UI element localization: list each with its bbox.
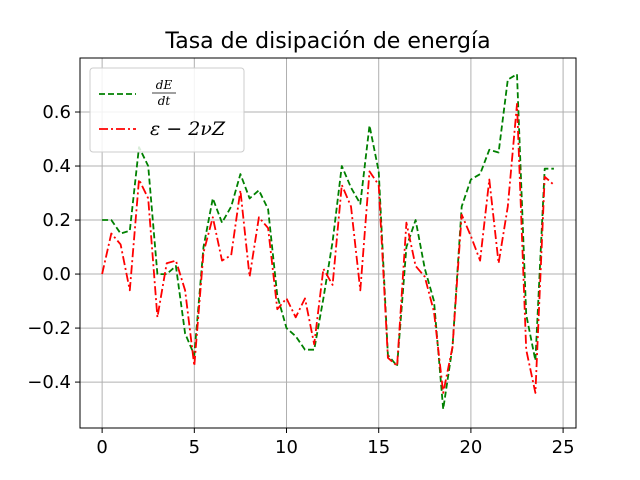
x-tick-label: 20 xyxy=(459,437,482,458)
y-tick-label: 0.4 xyxy=(42,156,71,177)
y-tick-label: 0.6 xyxy=(42,102,71,123)
y-tick-label: 0.2 xyxy=(42,210,71,231)
x-tick-label: 15 xyxy=(367,437,390,458)
x-tick-label: 25 xyxy=(552,437,575,458)
legend-label-epsilon: ε − 2νZ xyxy=(150,118,226,140)
legend: dE dt ε − 2νZ xyxy=(89,67,245,153)
x-tick-label: 10 xyxy=(275,437,298,458)
ticks: 0 5 10 15 20 25 −0.4 −0.2 0.0 0.2 0.4 0.6 xyxy=(27,102,574,458)
plot-frame xyxy=(79,57,577,429)
legend-label-de-dt-denominator: dt xyxy=(158,94,171,108)
y-tick-label: 0.0 xyxy=(42,264,71,285)
chart-title: Tasa de disipación de energía xyxy=(164,29,490,54)
legend-label-de-dt-numerator: dE xyxy=(156,78,173,92)
y-tick-label: −0.2 xyxy=(27,318,71,339)
series-layer xyxy=(101,73,555,411)
legend-box xyxy=(89,67,245,153)
series-line-1 xyxy=(101,103,555,394)
x-tick-label: 5 xyxy=(189,437,200,458)
x-tick-label: 0 xyxy=(96,437,107,458)
series-line-0 xyxy=(102,73,554,411)
y-tick-label: −0.4 xyxy=(27,372,71,393)
